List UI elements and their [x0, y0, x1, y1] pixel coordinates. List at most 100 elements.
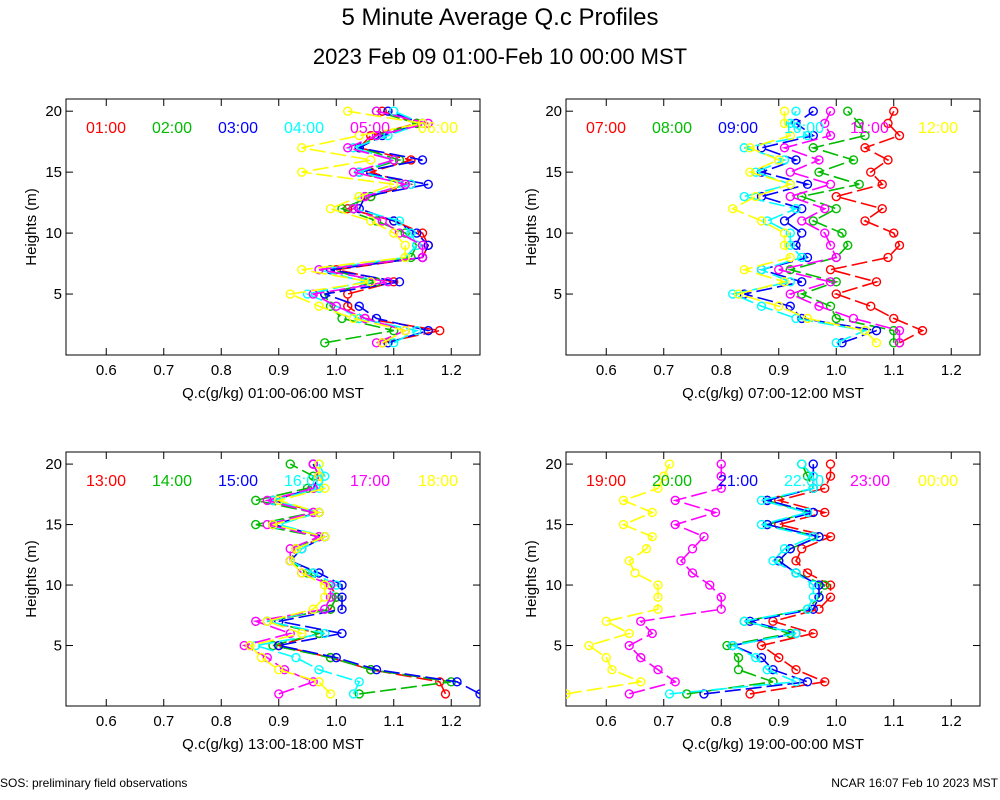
- data-point: [860, 130, 870, 141]
- data-point: [791, 568, 801, 578]
- y-axis-label: Heights (m): [23, 188, 40, 266]
- data-point: [687, 568, 698, 578]
- plot-frame: [65, 98, 481, 356]
- data-point: [285, 459, 295, 469]
- data-point: [400, 325, 410, 336]
- data-point: [883, 118, 893, 129]
- data-point: [687, 544, 698, 554]
- data-point: [435, 325, 445, 336]
- data-point: [860, 216, 870, 226]
- data-point: [331, 652, 341, 663]
- x-tick-label: 0.9: [768, 362, 789, 379]
- legend-entry-0000: 00:00: [918, 473, 958, 490]
- x-tick-label: 0.6: [96, 362, 117, 379]
- data-point: [894, 338, 905, 348]
- data-point: [383, 130, 393, 141]
- data-point: [894, 325, 905, 336]
- data-point: [274, 665, 284, 675]
- data-point: [756, 495, 767, 506]
- data-point: [705, 580, 715, 590]
- y-tick-label: 5: [54, 638, 62, 655]
- data-point: [854, 179, 864, 190]
- series-line-2300: [627, 464, 723, 695]
- data-point: [808, 531, 818, 542]
- data-point: [314, 264, 324, 275]
- data-point: [377, 216, 387, 226]
- data-point: [791, 106, 801, 116]
- data-point: [871, 277, 882, 287]
- series-line-0300: [324, 110, 432, 344]
- data-point: [297, 568, 307, 578]
- data-point: [377, 338, 387, 348]
- plot-frame: [65, 451, 481, 707]
- data-point: [791, 628, 801, 639]
- y-tick-label: 15: [545, 517, 562, 534]
- data-point: [745, 143, 755, 153]
- series-line-0000: [566, 463, 671, 695]
- data-point: [785, 179, 795, 190]
- data-point: [756, 652, 767, 663]
- data-point: [791, 313, 801, 324]
- data-point: [566, 689, 571, 699]
- y-tick-label: 15: [545, 164, 562, 181]
- data-point: [239, 640, 249, 651]
- series-line-0500: [310, 110, 429, 344]
- legend-entry-0200: 02:00: [152, 120, 192, 137]
- data-point: [889, 313, 899, 324]
- y-tick-label: 15: [45, 517, 62, 534]
- data-point: [820, 228, 830, 238]
- legend-entry-1700: 17:00: [350, 473, 390, 490]
- data-point: [262, 495, 272, 506]
- data-point: [297, 143, 307, 153]
- data-point: [791, 155, 801, 165]
- data-point: [808, 580, 818, 590]
- data-point: [412, 228, 422, 238]
- data-point: [756, 640, 767, 651]
- data-point: [814, 580, 824, 590]
- legend-entry-1800: 18:00: [418, 473, 458, 490]
- x-tick-label: 1.1: [383, 362, 404, 379]
- data-point: [825, 277, 836, 287]
- data-point: [664, 689, 675, 699]
- data-point: [791, 677, 801, 687]
- data-point: [320, 628, 330, 639]
- data-point: [785, 118, 795, 129]
- data-point: [440, 689, 451, 699]
- legend-entry-0300: 03:00: [218, 120, 258, 137]
- data-point: [825, 531, 836, 542]
- data-point: [802, 471, 813, 481]
- x-tick-label: 0.8: [711, 362, 732, 379]
- data-point: [400, 179, 410, 190]
- x-tick-label: 0.6: [596, 362, 617, 379]
- x-tick-label: 1.0: [826, 713, 847, 730]
- legend-entry-1600: 16:00: [284, 473, 324, 490]
- data-point: [866, 167, 876, 177]
- data-point: [797, 459, 807, 469]
- data-point: [894, 130, 905, 141]
- data-point: [325, 604, 336, 614]
- data-point: [320, 471, 330, 481]
- y-tick-label: 10: [45, 225, 62, 242]
- data-point: [791, 240, 801, 250]
- data-point: [320, 592, 330, 602]
- data-point: [733, 652, 744, 663]
- data-point: [308, 677, 318, 687]
- data-point: [774, 155, 784, 165]
- data-point: [406, 252, 416, 263]
- data-point: [785, 252, 795, 263]
- data-point: [791, 556, 801, 566]
- data-point: [808, 628, 818, 639]
- legend-entry-0900: 09:00: [718, 120, 758, 137]
- data-point: [475, 689, 480, 699]
- data-point: [779, 277, 790, 287]
- series-line-0700: [830, 110, 925, 344]
- data-point: [733, 289, 744, 299]
- data-point: [785, 289, 795, 299]
- data-point: [751, 191, 761, 202]
- legend-entry-2200: 22:00: [784, 473, 824, 490]
- data-point: [262, 616, 272, 627]
- data-point: [756, 519, 767, 530]
- data-point: [297, 264, 307, 275]
- y-tick-label: 10: [545, 225, 562, 242]
- x-tick-label: 1.0: [326, 713, 347, 730]
